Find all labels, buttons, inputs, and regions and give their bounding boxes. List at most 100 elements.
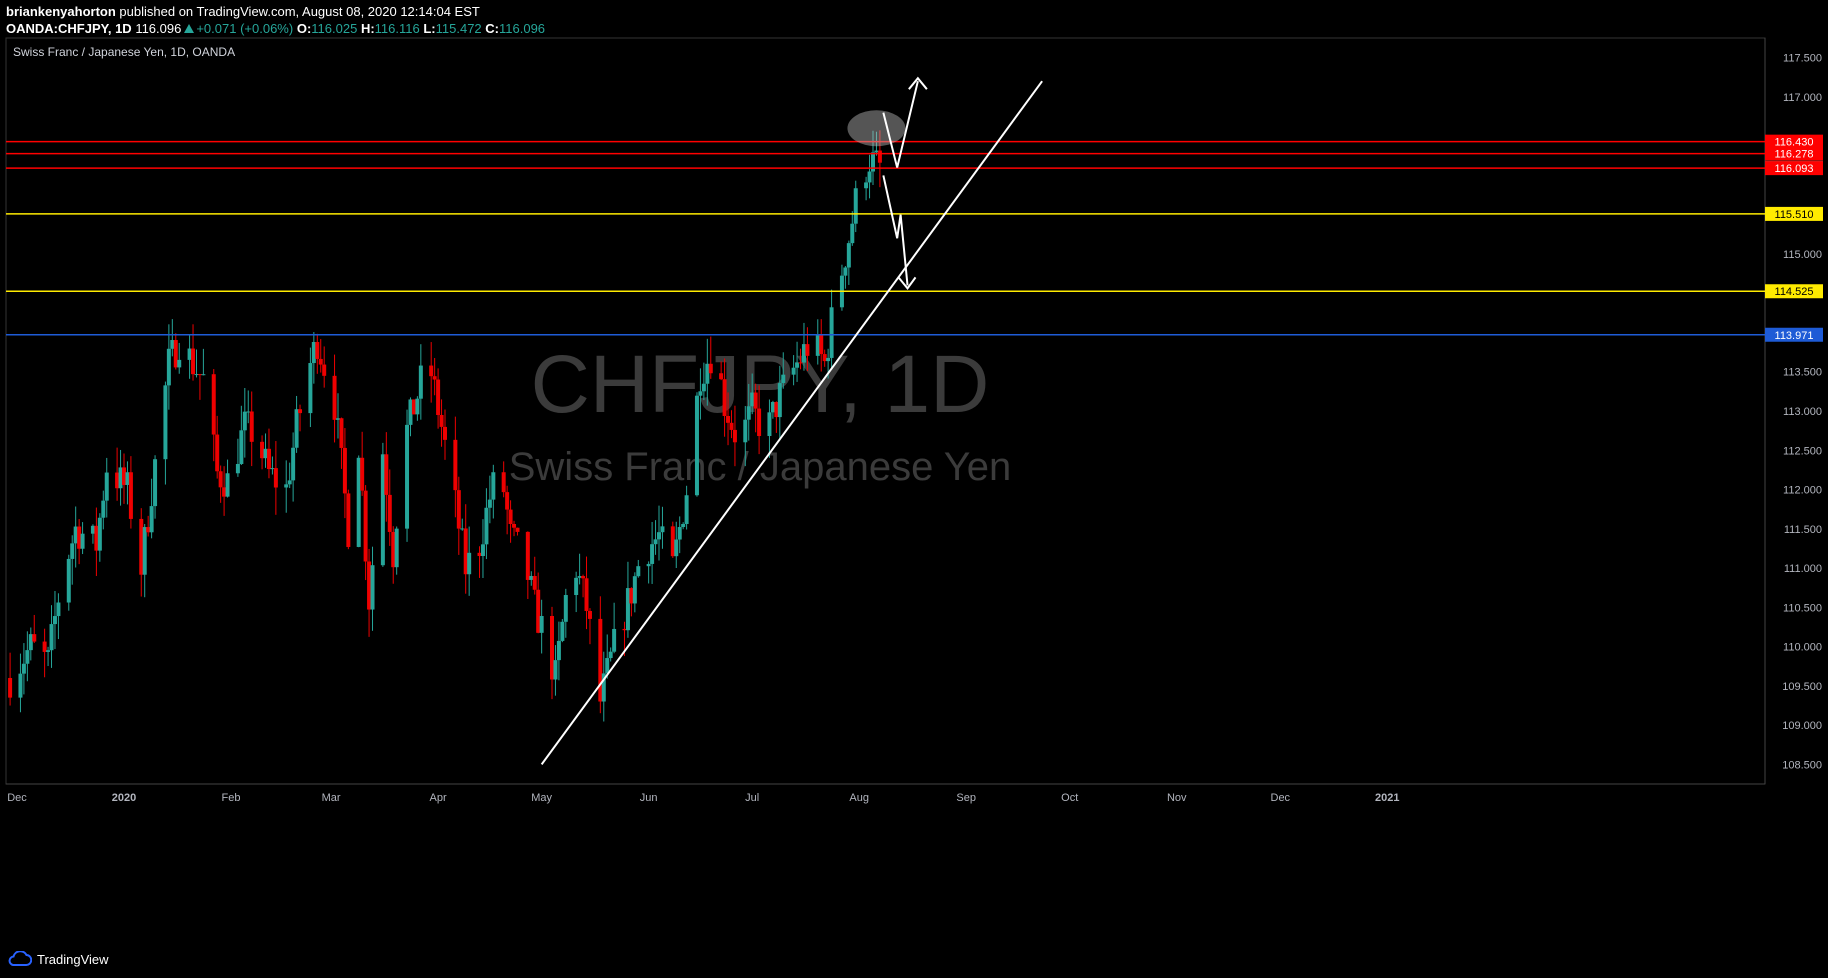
candle-body [460,528,465,530]
candle-body [163,385,168,460]
time-tick-label: Apr [430,792,447,804]
candle-body [846,243,851,268]
time-tick-label: Aug [849,792,869,804]
published-text: published on TradingView.com, August 08,… [119,4,480,19]
level-tag-bg [1765,284,1823,299]
candle-body [8,677,13,698]
candle-body [260,441,265,459]
candle-body [484,507,489,545]
candle-body [574,577,579,596]
candle-body [339,418,344,448]
level-tag-bg [1765,327,1823,342]
candle-body [729,422,734,430]
candle-body [750,392,755,407]
candle-body [629,588,634,604]
candle-body [166,348,171,386]
candle-body [235,463,240,474]
candle-body [284,484,289,488]
bullish-arrow-path [882,80,919,168]
price-tick-label: 117.500 [1783,53,1822,65]
candle-body [608,651,613,659]
candle-body [97,517,102,551]
candle-body [405,424,410,529]
symbol-label[interactable]: OANDA:CHFJPY, 1D [6,21,132,36]
candle-body [871,152,875,172]
candle-body [877,150,882,163]
price-tick-label: 117.000 [1783,92,1822,104]
candle-body [795,362,800,368]
level-tag-label: 113.971 [1775,330,1814,342]
candle-body [177,359,182,368]
candle-body [291,447,296,481]
candle-body [394,528,399,568]
close-value: 116.096 [499,21,546,36]
candle-body [411,399,416,415]
candle-body [153,459,158,507]
price-tick-label: 112.500 [1783,445,1822,457]
candle-body [66,558,71,603]
time-tick-label: 2020 [112,792,136,804]
candle-body [73,526,78,544]
candle-body [636,566,641,577]
author-name[interactable]: briankenyahorton [6,4,116,19]
high-label: H: [360,21,375,36]
candle-body [128,472,133,519]
projection-arrows [847,76,928,290]
candle-body [439,415,444,427]
price-tick-label: 115.000 [1783,249,1822,261]
candles [8,130,882,722]
low-label: L: [423,21,436,36]
candle-body [677,527,682,540]
tradingview-cloud-icon [8,951,32,966]
candle-body [80,533,85,549]
price-tick-label: 109.500 [1782,681,1822,693]
candle-body [536,589,541,633]
time-tick-label: Sep [956,792,976,804]
candle-body [843,267,848,276]
candle-body [222,487,227,497]
candle-body [601,673,606,702]
candle-body [28,634,33,651]
candle-body [118,467,123,489]
chart-title: Swiss Franc / Japanese Yen, 1D, OANDA [13,45,235,59]
candle-body [698,391,703,396]
arrow-head [908,76,928,90]
level-tag-label: 116.278 [1775,149,1814,161]
candle-body [191,348,196,375]
candle-body [429,365,434,377]
candle-body [380,454,385,566]
candle-body [657,532,661,540]
candle-body [432,376,437,380]
candle-body [625,588,630,631]
candle-body [391,531,396,568]
candle-body [336,418,340,420]
candle-body [798,362,803,364]
price-tick-label: 110.500 [1783,602,1822,614]
candle-body [660,526,665,533]
level-tag-bg [1765,134,1823,149]
publish-info: briankenyahorton published on TradingVie… [6,4,480,19]
candle-body [612,628,617,652]
candle-body [815,334,820,356]
candle-body [650,544,655,564]
candle-body [215,434,220,472]
candle-body [770,402,775,413]
candle-body [822,354,827,362]
candle-body [384,454,389,495]
candle-body [170,340,175,349]
candle-body [408,399,413,425]
tradingview-logo[interactable]: TradingView [6,951,109,967]
candle-body [705,363,710,384]
candle-body [539,616,544,633]
candle-body [287,480,292,485]
candle-body [197,374,202,376]
candle-body [508,509,513,524]
candle-body [732,429,737,443]
candle-body [622,628,627,631]
candle-body [829,307,834,358]
candle-body [684,495,689,525]
candle-body [646,563,651,567]
candle-body [529,575,534,580]
candle-body [356,457,361,547]
